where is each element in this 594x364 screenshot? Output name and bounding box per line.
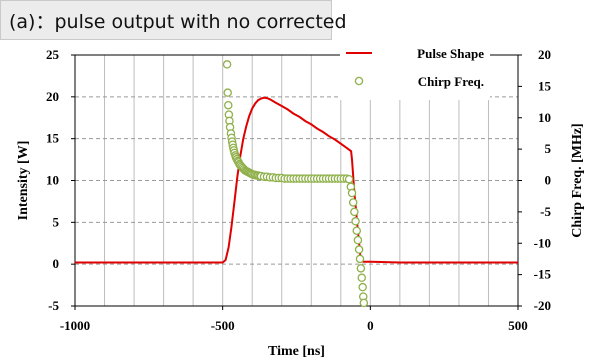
chirp-freq-point: [223, 88, 232, 97]
left-y-tick-label: 25: [46, 47, 60, 62]
right-y-tick-label: 20: [538, 47, 551, 62]
right-y-tick-label: 0: [545, 173, 552, 188]
x-tick-label: -500: [211, 318, 235, 333]
left-y-tick-label: 15: [46, 131, 60, 146]
left-y-tick-label: 10: [46, 173, 59, 188]
chirp-freq-point: [344, 174, 354, 184]
right-y-tick-label: -20: [534, 298, 551, 313]
chirp-freq-point: [350, 207, 359, 217]
legend: Pulse Shape Chirp Freq.: [340, 40, 490, 100]
chirp-freq-point: [347, 188, 357, 198]
chirp-freq-point: [359, 298, 369, 308]
right-y-tick-label: 5: [545, 141, 552, 156]
x-tick-label: -1000: [60, 318, 90, 333]
legend-chirp-freq-label: Chirp Freq.: [418, 74, 484, 89]
right-y-tick-label: -5: [540, 204, 551, 219]
left-y-tick-label: -5: [48, 298, 59, 313]
chirp-freq-point: [358, 282, 367, 292]
left-y-tick-label: 5: [53, 214, 60, 229]
x-tick-label: 0: [367, 318, 374, 333]
left-y-axis: -5 0 5 10 15 20 25: [46, 47, 75, 313]
chirp-freq-point: [353, 235, 363, 245]
x-axis-title: Time [ns]: [268, 344, 325, 359]
legend-chirp-freq-swatch: [354, 76, 364, 86]
chirp-freq-point: [357, 273, 367, 283]
chirp-freq-point: [348, 198, 358, 207]
chirp-freq-point: [356, 264, 366, 273]
chirp-freq-point: [354, 245, 364, 254]
right-y-tick-label: 10: [538, 110, 551, 125]
left-y-tick-label: 0: [53, 256, 60, 271]
chirp-freq-point: [224, 100, 233, 110]
left-y-tick-label: 20: [46, 89, 59, 104]
legend-pulse-shape-label: Pulse Shape: [417, 46, 484, 61]
right-y-tick-label: 15: [538, 78, 552, 93]
series-layer: [75, 60, 518, 308]
caption-box: (a)：pulse output with no corrected: [0, 0, 347, 40]
caption-text: (a)：pulse output with no corrected: [9, 11, 347, 33]
right-y-tick-label: -10: [534, 235, 551, 250]
chirp-freq-point: [352, 226, 361, 235]
chirp-freq-point: [355, 254, 365, 264]
right-y-axis-title: Chirp Freq. [MHz]: [570, 123, 585, 237]
legend-background: [340, 40, 490, 100]
chirp-freq-point: [222, 60, 232, 69]
right-y-axis: -20 -15 -10 -5 0 5 10 15 20: [518, 47, 552, 313]
x-axis: -1000 -500 0 500: [60, 306, 528, 333]
chirp-freq-point: [351, 217, 360, 226]
left-y-axis-title: Intensity [W]: [16, 141, 31, 221]
x-tick-label: 500: [508, 318, 528, 333]
right-y-tick-label: -15: [534, 267, 552, 282]
